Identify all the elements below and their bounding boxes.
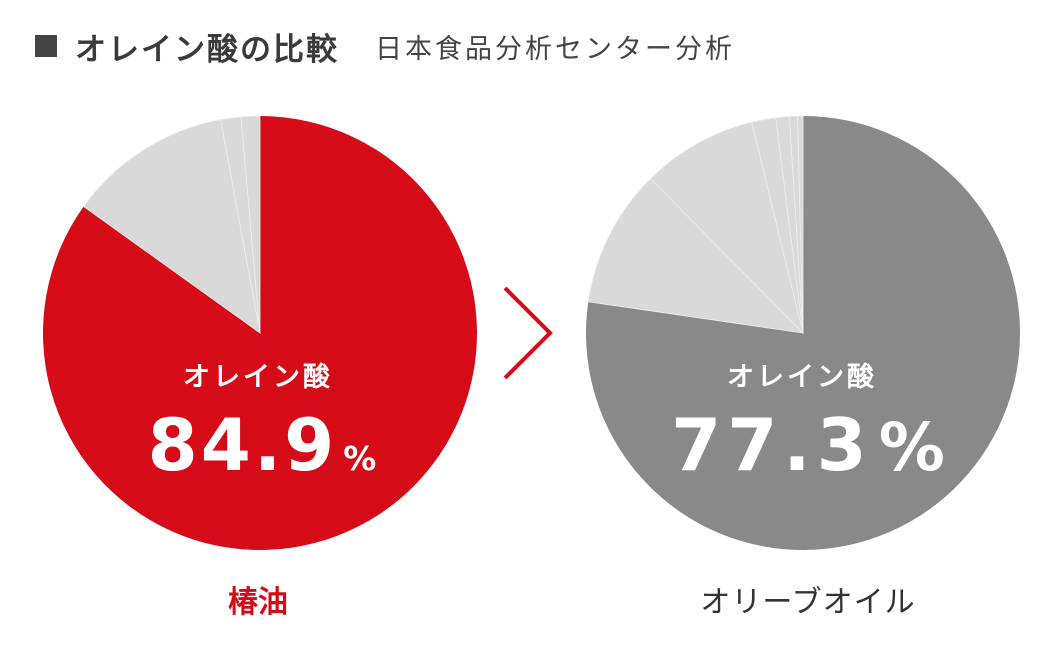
- value-olive: 77.3%: [671, 403, 945, 487]
- greater-than-icon: [503, 286, 553, 380]
- chart-header: オレイン酸の比較 日本食品分析センター分析: [35, 24, 735, 68]
- olive-slice-other-1: [587, 178, 805, 334]
- title-square-icon: [35, 35, 57, 57]
- olive-slice-other-6: [797, 115, 804, 334]
- value-unit-tsubaki: %: [343, 439, 376, 478]
- tsubaki-slice-other-3: [240, 115, 261, 334]
- label-olive-oil: オリーブオイル: [700, 585, 915, 620]
- pie-chart-tsubaki-oil: [43, 115, 477, 550]
- chart-title: オレイン酸の比較: [75, 31, 339, 68]
- olive-slice-other-2: [649, 121, 804, 335]
- pie-chart-olive-oil: [585, 115, 1020, 550]
- value-tsubaki: 84.9%: [148, 403, 377, 487]
- chart-subtitle: 日本食品分析センター分析: [375, 33, 735, 65]
- label-tsubaki-oil: 椿油: [228, 585, 288, 620]
- value-unit-olive: %: [879, 409, 945, 486]
- value-number-olive: 77.3: [671, 403, 873, 487]
- value-number-tsubaki: 84.9: [148, 403, 338, 487]
- center-label-tsubaki: オレイン酸: [183, 362, 333, 393]
- center-label-olive: オレイン酸: [727, 362, 877, 393]
- tsubaki-slice-other-1: [83, 119, 261, 334]
